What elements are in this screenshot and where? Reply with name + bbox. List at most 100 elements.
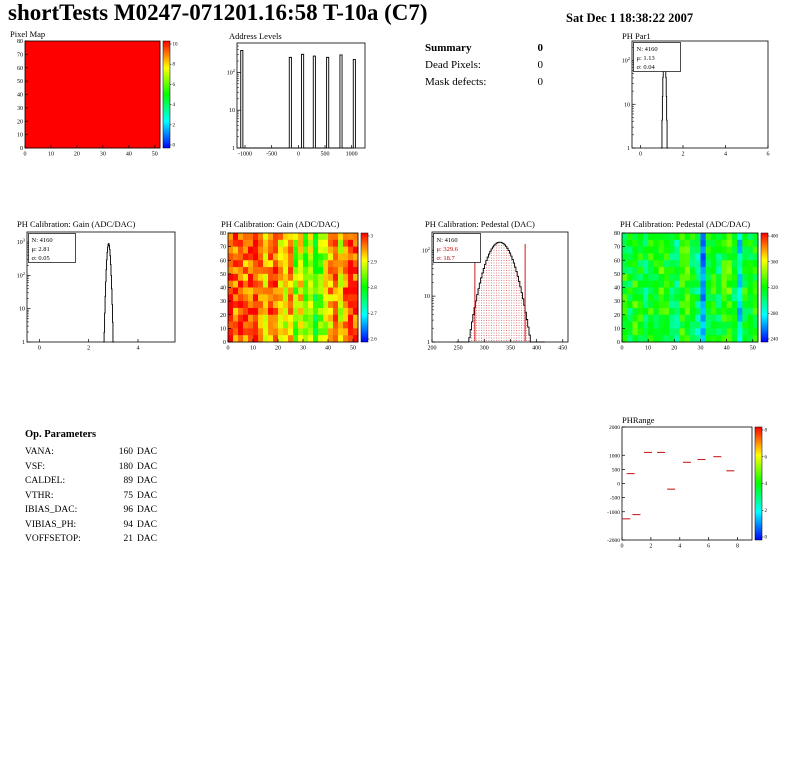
op-parameters-rows: VANA: 160 DAC VSF: 180 DAC CALDEL: 89 DAC VTHR: 75… [25, 447, 157, 544]
svg-text:200: 200 [428, 346, 437, 352]
svg-text:280: 280 [771, 312, 779, 317]
svg-text:8: 8 [736, 544, 739, 550]
svg-text:10: 10 [17, 133, 23, 139]
svg-text:50: 50 [750, 346, 756, 352]
gain-map-canvas: 0 10 20 30 40 50 0 10 20 30 40 50 60 70 80 3 2.9 2.8 2.7 2.… [220, 231, 378, 352]
op-param-value: 21 [123, 534, 133, 544]
svg-text:320: 320 [771, 286, 779, 291]
svg-text:500: 500 [321, 152, 330, 158]
svg-text:500: 500 [612, 467, 621, 473]
svg-text:30: 30 [17, 106, 23, 112]
pixel-map-title: Pixel Map [10, 29, 46, 39]
address-levels-canvas: -1000 -500 0 500 1000 1 10 102 [227, 42, 366, 158]
op-param-row: IBIAS_DAC: 96 DAC [25, 505, 157, 515]
svg-text:-500: -500 [610, 496, 620, 502]
mask-defects-label: Mask defects: [425, 76, 487, 88]
svg-text:20: 20 [614, 313, 620, 319]
op-param-value: 94 [123, 519, 133, 530]
dead-pixels-value: 0 [537, 59, 544, 71]
summary-value: 0 [537, 42, 544, 54]
svg-text:2: 2 [649, 544, 652, 550]
summary-row-mask-defects: Mask defects: 0 [425, 76, 543, 88]
svg-text:1: 1 [22, 340, 25, 346]
op-param-label: VTHR: [25, 490, 54, 501]
page-title: shortTests M0247-071201.16:58 T-10a (C7) [8, 0, 428, 25]
svg-text:σ: 0.05: σ: 0.05 [32, 255, 50, 262]
svg-text:μ: 2.81: μ: 2.81 [32, 246, 50, 253]
svg-text:102: 102 [227, 68, 235, 77]
svg-text:60: 60 [614, 258, 620, 264]
op-param-label: CALDEL: [25, 476, 66, 486]
svg-text:20: 20 [275, 346, 281, 352]
svg-text:4: 4 [137, 346, 140, 352]
svg-text:102: 102 [422, 246, 430, 255]
svg-text:2.7: 2.7 [371, 312, 378, 317]
gain-map-chart: PH Calibration: Gain (ADC/DAC) 0 10 20 30 40… [213, 217, 380, 359]
svg-text:40: 40 [325, 346, 331, 352]
svg-text:σ: 0.04: σ: 0.04 [637, 64, 656, 71]
svg-text:0: 0 [297, 152, 300, 158]
svg-text:8: 8 [173, 63, 176, 68]
svg-text:0: 0 [38, 346, 41, 352]
svg-text:30: 30 [100, 152, 106, 158]
svg-text:1: 1 [232, 146, 235, 152]
svg-text:μ: 1.13: μ: 1.13 [637, 55, 655, 62]
svg-text:0: 0 [617, 340, 620, 346]
op-param-label: VANA: [25, 447, 54, 457]
ph-par1-canvas: 0 2 4 6 1 10 102 N: 4160 μ: 1.13 σ: 0.04 [622, 40, 770, 158]
svg-text:40: 40 [17, 93, 23, 99]
svg-text:1: 1 [627, 146, 630, 152]
pedestal-map-canvas: 0 10 20 30 40 50 0 10 20 30 40 50 60 70 80 400 360 320 280… [614, 231, 779, 352]
pedestal-histogram-title: PH Calibration: Pedestal (DAC) [425, 219, 535, 229]
op-param-row: VIBIAS_PH: 94 DAC [25, 520, 157, 530]
phrange-canvas: 0 2 4 6 8 2000 1000 500 0 -500 -1000 -2000 8 6 4 2 0 [607, 425, 768, 550]
svg-text:2.9: 2.9 [371, 260, 378, 265]
svg-text:350: 350 [506, 346, 515, 352]
op-parameters-title: Op. Parameters [25, 429, 97, 440]
svg-text:50: 50 [17, 79, 23, 85]
dead-pixels-label: Dead Pixels: [425, 59, 481, 71]
op-param-value: 89 [123, 476, 133, 486]
pixel-map-chart: Pixel Map 0 10 20 30 40 50 0 10 20 30 40 50 60 70 80 10… [0, 28, 190, 166]
op-param-unit: DAC [136, 505, 157, 515]
page-datetime: Sat Dec 1 18:38:22 2007 [566, 11, 694, 25]
svg-text:6: 6 [173, 83, 176, 88]
mask-defects-value: 0 [537, 76, 544, 88]
svg-text:30: 30 [220, 299, 226, 305]
svg-text:20: 20 [220, 313, 226, 319]
svg-text:6: 6 [765, 455, 768, 460]
op-param-value: 160 [118, 447, 133, 457]
op-param-label: IBIAS_DAC: [25, 505, 78, 515]
svg-text:240: 240 [771, 338, 779, 343]
op-param-label: VIBIAS_PH: [25, 519, 77, 530]
svg-text:2: 2 [682, 152, 685, 158]
svg-text:40: 40 [724, 346, 730, 352]
pedestal-map-title: PH Calibration: Pedestal (ADC/DAC) [620, 219, 751, 229]
svg-text:6: 6 [707, 544, 710, 550]
svg-text:70: 70 [220, 245, 226, 251]
svg-text:10: 10 [624, 102, 630, 108]
svg-text:-1000: -1000 [607, 510, 620, 516]
svg-text:4: 4 [173, 103, 176, 108]
svg-text:400: 400 [532, 346, 541, 352]
svg-text:N: 4160: N: 4160 [637, 46, 658, 53]
op-param-unit: DAC [136, 534, 157, 544]
svg-text:4: 4 [678, 544, 681, 550]
svg-text:6: 6 [767, 152, 770, 158]
svg-text:0: 0 [765, 536, 768, 541]
op-param-label: VOFFSETOP: [25, 534, 81, 544]
gain-histogram-chart: PH Calibration: Gain (ADC/DAC) 0 2 4 1 10 102… [8, 217, 190, 359]
svg-text:1000: 1000 [346, 152, 358, 158]
svg-text:1000: 1000 [609, 453, 620, 459]
svg-text:40: 40 [126, 152, 132, 158]
svg-text:0: 0 [24, 152, 27, 158]
op-param-unit: DAC [136, 447, 157, 457]
svg-text:0: 0 [617, 482, 620, 488]
svg-text:60: 60 [17, 66, 23, 72]
svg-text:70: 70 [614, 245, 620, 251]
svg-text:-500: -500 [266, 152, 277, 158]
svg-text:30: 30 [300, 346, 306, 352]
svg-text:250: 250 [454, 346, 463, 352]
svg-text:10: 10 [424, 294, 430, 300]
svg-text:80: 80 [614, 231, 620, 237]
